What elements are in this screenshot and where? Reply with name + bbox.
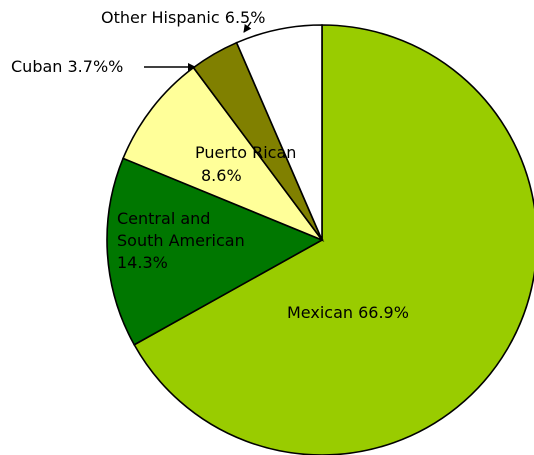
- other-hispanic-leader-arrow: [243, 21, 252, 33]
- label-other-hispanic: Other Hispanic 6.5%: [101, 8, 265, 27]
- slice-mexican: [133, 24, 534, 455]
- slice-central-and-south-american: [106, 157, 324, 346]
- slice-other-hispanic: [235, 24, 323, 241]
- label-puerto-rican-value: 8.6%: [201, 166, 242, 185]
- label-puerto-rican: Puerto Rican: [195, 143, 296, 162]
- pie-slices: [106, 24, 534, 455]
- label-central-south-american: Central and South American 14.3%: [117, 209, 250, 272]
- label-mexican: Mexican 66.9%: [287, 303, 409, 322]
- label-cuban: Cuban 3.7%%: [11, 57, 123, 76]
